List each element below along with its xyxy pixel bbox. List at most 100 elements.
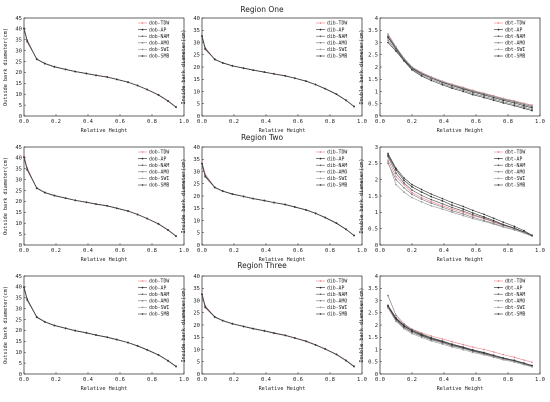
legend-entry: dob-AP xyxy=(149,156,166,162)
data-point-ap xyxy=(420,191,423,193)
legend-marker xyxy=(497,157,500,160)
data-point-smb xyxy=(213,58,216,61)
data-point-smb xyxy=(252,69,255,72)
y-tick-label: 30 xyxy=(15,306,22,312)
legend-marker xyxy=(497,22,500,24)
y-tick-label: 20 xyxy=(193,323,200,329)
data-point-swi xyxy=(420,201,423,203)
x-axis-label: Relative Height xyxy=(81,386,128,392)
legend-entry: dib-SMB xyxy=(327,183,347,189)
data-point-tdw xyxy=(411,191,413,194)
data-point-amo xyxy=(451,86,453,88)
x-tick-label: 0.4 xyxy=(83,248,94,254)
x-tick-label: 0.2 xyxy=(407,119,417,125)
series-line-nam xyxy=(23,157,177,237)
data-point-smb xyxy=(345,99,347,102)
data-point-smb xyxy=(531,364,533,367)
series-line-nam xyxy=(387,307,533,367)
data-point-swi xyxy=(492,95,495,98)
data-point-smb xyxy=(26,298,29,301)
legend-marker xyxy=(141,151,144,153)
legend-marker xyxy=(497,177,500,180)
legend-entry: dob-TDW xyxy=(149,21,169,27)
data-point-smb xyxy=(242,67,245,70)
x-tick-label: 1.0 xyxy=(179,377,189,383)
series-line-swi xyxy=(387,307,533,368)
x-tick-label: 0.6 xyxy=(293,119,303,125)
data-point-nam xyxy=(483,217,485,220)
data-point-amo xyxy=(483,95,485,98)
legend-marker xyxy=(319,164,322,167)
data-point-swi xyxy=(502,226,505,228)
data-point-smb xyxy=(136,345,139,347)
y-tick-label: 35 xyxy=(193,28,200,34)
x-tick-label: 0.6 xyxy=(293,248,303,254)
data-point-smb xyxy=(273,201,275,204)
legend-entry: dib-AMO xyxy=(327,170,347,176)
data-point-smb xyxy=(387,304,389,307)
data-point-smb xyxy=(513,225,516,228)
data-point-tdw xyxy=(451,340,453,343)
data-point-smb xyxy=(204,48,207,50)
legend-entry: dbt-TDW xyxy=(505,21,525,27)
data-point-swi xyxy=(462,348,465,351)
data-point-smb xyxy=(127,210,129,212)
legend-entry: dbt-AMO xyxy=(505,299,525,305)
data-point-swi xyxy=(387,160,389,163)
data-point-smb xyxy=(35,58,38,61)
data-point-nam xyxy=(387,35,389,38)
series-line-smb xyxy=(387,153,533,236)
data-point-smb xyxy=(387,152,389,155)
legend-marker xyxy=(141,22,144,24)
data-point-smb xyxy=(146,217,149,220)
data-point-swi xyxy=(513,100,516,103)
data-point-smb xyxy=(53,324,56,327)
chart-panel-4: 0 5 10 15 20 25 30 35 40 45 0.0 0.2 0.4 0.6 0.8 1.0 Outs… xyxy=(3,145,189,263)
y-tick-label: 20 xyxy=(193,194,200,200)
data-point-swi xyxy=(403,327,405,330)
data-point-smb xyxy=(513,104,516,107)
data-point-smb xyxy=(345,228,347,231)
legend-marker xyxy=(141,170,144,173)
legend-entry: dib-NAM xyxy=(327,163,347,169)
legend-marker xyxy=(319,157,322,160)
y-tick-label: 3 xyxy=(375,145,378,151)
legend-entry: dbt-NAM xyxy=(505,292,525,298)
data-point-smb xyxy=(305,80,307,83)
data-point-smb xyxy=(345,359,347,362)
data-point-tdw xyxy=(523,359,525,361)
legend-entry: dib-TDW xyxy=(327,279,347,285)
legend-marker xyxy=(319,286,322,289)
y-tick-label: 45 xyxy=(15,145,22,151)
y-tick-label: 0 xyxy=(19,114,22,120)
data-point-smb xyxy=(74,199,77,202)
x-tick-label: 1.0 xyxy=(535,377,545,383)
y-tick-label: 30 xyxy=(15,177,22,183)
legend-marker xyxy=(141,177,144,180)
y-tick-label: 10 xyxy=(15,221,22,227)
legend-entry: dob-NAM xyxy=(149,34,169,40)
series-line-amo xyxy=(23,28,177,108)
legend-entry: dib-SWI xyxy=(327,305,347,311)
y-axis-label: Inside bark diameter(cm) xyxy=(181,288,187,363)
y-tick-label: 1.5 xyxy=(368,77,378,83)
legend-entry: dbt-SWI xyxy=(505,176,525,182)
data-point-swi xyxy=(513,361,516,364)
legend-marker xyxy=(141,313,144,315)
series-line-amo xyxy=(201,293,355,367)
data-point-smb xyxy=(23,27,25,30)
data-point-smb xyxy=(411,329,413,332)
y-tick-label: 25 xyxy=(15,317,22,323)
data-point-smb xyxy=(175,106,177,108)
data-point-nam xyxy=(420,194,423,197)
data-point-smb xyxy=(23,156,25,158)
data-point-smb xyxy=(451,87,453,90)
data-point-smb xyxy=(85,72,88,75)
data-point-amo xyxy=(387,39,389,41)
legend-marker xyxy=(497,55,500,57)
data-point-smb xyxy=(335,222,338,225)
y-tick-label: 3.5 xyxy=(368,28,378,34)
data-point-swi xyxy=(420,336,423,339)
data-point-smb xyxy=(430,193,433,195)
